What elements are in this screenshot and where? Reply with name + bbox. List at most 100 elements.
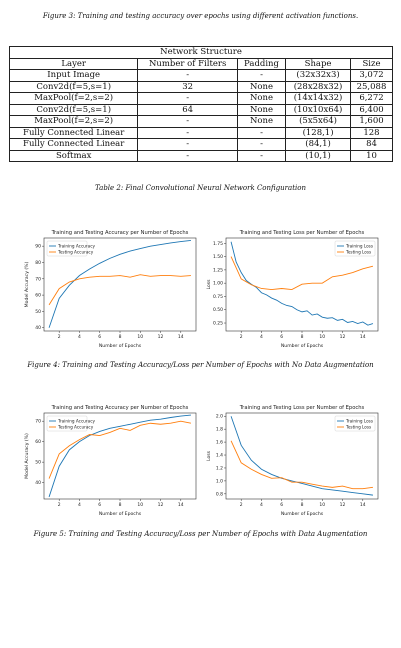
column-header: Number of Filters — [137, 57, 238, 70]
table-cell: Fully Connected Linear — [8, 126, 139, 139]
legend-box — [46, 240, 88, 257]
table-row: Fully Connected Linear - - (84,1) 84 — [8, 138, 394, 151]
y-tick-label: 1.0 — [216, 478, 223, 484]
chart-title: Training and Testing Loss per Number of … — [239, 230, 365, 236]
chart-svg: Training and Testing Loss per Number of … — [206, 405, 379, 517]
column-header: Padding — [236, 57, 287, 70]
table-cell: Input Image — [8, 69, 139, 82]
y-tick-label: 1.6 — [216, 440, 223, 446]
table-cell: MaxPool(f=2,s=2) — [8, 92, 139, 105]
table-cell: Conv2d(f=5,s=1) — [8, 80, 139, 93]
table-cell: Softmax — [8, 149, 139, 162]
table-cell: - — [236, 149, 287, 162]
table-cell: 64 — [137, 103, 238, 116]
x-tick-label: 2 — [58, 502, 61, 508]
x-tick-label: 10 — [137, 502, 143, 508]
x-tick-label: 6 — [280, 334, 283, 340]
table-cell: None — [236, 103, 287, 116]
table-cell: 32 — [137, 80, 238, 93]
table-cell: (5x5x64) — [285, 115, 351, 128]
loss-chart-with-augmentation: Training and Testing Loss per Number of … — [204, 401, 384, 519]
chart-title: Training and Testing Loss per Number of … — [239, 405, 365, 411]
table-2-caption: Table 2: Final Convolutional Neural Netw… — [95, 184, 306, 192]
x-tick-label: 4 — [78, 334, 81, 340]
x-tick-label: 14 — [360, 502, 366, 508]
table-title: Network Structure — [9, 46, 393, 59]
x-axis-label: Number of Epochs — [281, 343, 324, 349]
y-tick-label: 50 — [35, 309, 41, 315]
figure-5-caption: Figure 5: Training and Testing Accuracy/… — [33, 530, 368, 538]
x-tick-label: 6 — [98, 502, 101, 508]
legend-label: Training Accuracy — [57, 244, 95, 249]
x-tick-label: 8 — [301, 334, 304, 340]
y-axis-label: Loss — [206, 450, 212, 461]
table-cell: Fully Connected Linear — [8, 138, 139, 151]
table-cell: - — [137, 115, 238, 128]
series-line — [48, 240, 191, 328]
table-cell: - — [137, 126, 238, 139]
column-header: Shape — [285, 57, 351, 70]
series-line — [230, 256, 374, 291]
table-cell: 10 — [349, 149, 394, 162]
table-row: Fully Connected Linear - - (128,1) 128 — [8, 126, 394, 139]
y-tick-label: 2.0 — [216, 414, 223, 420]
figure-3-caption: Figure 3: Training and testing accuracy … — [42, 12, 359, 20]
y-tick-label: 0.8 — [216, 491, 223, 497]
legend-label: Training Accuracy — [57, 419, 95, 424]
legend-box — [334, 240, 376, 257]
x-tick-label: 4 — [78, 502, 81, 508]
table-cell: None — [236, 115, 287, 128]
accuracy-chart-with-augmentation: Training and Testing Accuracy per Number… — [22, 401, 202, 519]
y-axis-label: Model Accuracy (%) — [24, 433, 30, 479]
table-cell: (28x28x32) — [285, 80, 351, 93]
table-row: Conv2d(f=5,s=1) 32 None (28x28x32) 25,088 — [8, 80, 394, 93]
y-axis-label: Model Accuracy (%) — [24, 261, 30, 307]
series-line — [48, 420, 192, 479]
figure-4-caption: Figure 4: Training and Testing Accuracy/… — [27, 361, 374, 369]
y-tick-label: 0.25 — [213, 321, 223, 327]
y-tick-label: 1.2 — [216, 465, 223, 471]
x-tick-label: 10 — [319, 334, 325, 340]
table-cell: - — [137, 138, 238, 151]
table-cell: MaxPool(f=2,s=2) — [8, 115, 139, 128]
table-cell: - — [236, 138, 287, 151]
table-row: Conv2d(f=5,s=1) 64 None (10x10x64) 6,400 — [8, 103, 394, 116]
chart-title: Training and Testing Accuracy per Number… — [51, 230, 189, 236]
x-tick-label: 4 — [260, 502, 263, 508]
series-line — [230, 440, 373, 490]
y-tick-label: 40 — [35, 480, 41, 486]
y-tick-label: 0.50 — [213, 307, 223, 313]
table-cell: (32x32x3) — [285, 69, 351, 82]
table-row: Input Image - - (32x32x3) 3,072 — [8, 69, 394, 82]
x-tick-label: 2 — [58, 334, 61, 340]
table-cell: 3,072 — [349, 69, 394, 82]
y-tick-label: 0.75 — [213, 294, 223, 300]
x-tick-label: 2 — [240, 334, 243, 340]
chart-svg: Training and Testing Accuracy per Number… — [24, 405, 197, 517]
table-cell: 25,088 — [349, 80, 394, 93]
legend-label: Testing Loss — [345, 250, 371, 255]
x-tick-label: 8 — [119, 502, 122, 508]
y-axis-label: Loss — [206, 279, 212, 290]
x-tick-label: 10 — [137, 334, 143, 340]
table-cell: None — [236, 92, 287, 105]
x-tick-label: 8 — [119, 334, 122, 340]
x-tick-label: 14 — [360, 334, 366, 340]
y-tick-label: 1.8 — [216, 427, 223, 433]
y-tick-label: 40 — [35, 325, 41, 331]
table-cell: (14x14x32) — [285, 92, 351, 105]
table-cell: (128,1) — [285, 126, 351, 139]
table-cell: (10x10x64) — [285, 103, 351, 116]
x-tick-label: 8 — [301, 502, 304, 508]
x-axis-label: Number of Epochs — [99, 511, 142, 517]
chart-title: Training and Testing Accuracy per Number… — [51, 405, 189, 411]
y-tick-label: 1.50 — [213, 254, 223, 260]
legend-label: Testing Loss — [345, 425, 371, 430]
table-cell: - — [137, 92, 238, 105]
x-tick-label: 4 — [260, 334, 263, 340]
network-structure-table: Network Structure Layer Number of Filter… — [8, 46, 394, 162]
x-tick-label: 12 — [340, 334, 346, 340]
accuracy-chart-no-augmentation: Training and Testing Accuracy per Number… — [22, 226, 202, 351]
x-axis-label: Number of Epochs — [99, 343, 142, 349]
y-tick-label: 50 — [35, 460, 41, 466]
